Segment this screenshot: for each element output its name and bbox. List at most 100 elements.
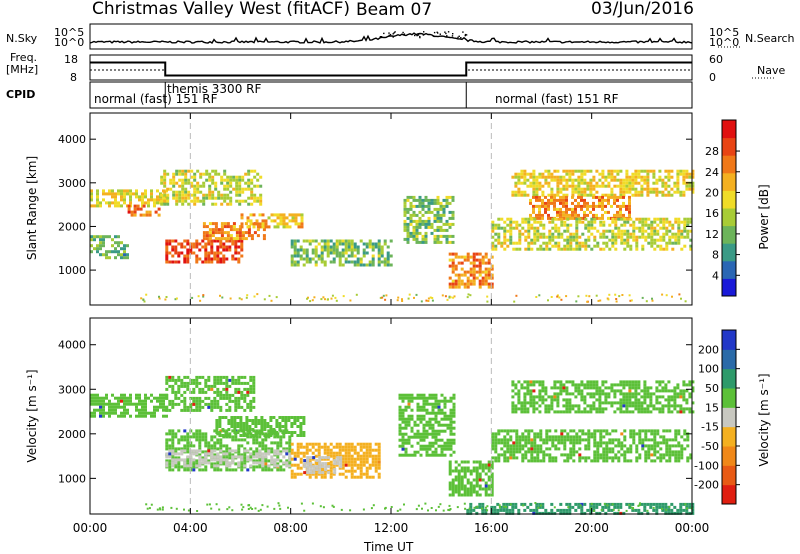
velocity-cell bbox=[457, 478, 461, 482]
power-cell bbox=[305, 251, 309, 255]
power-cell bbox=[551, 238, 555, 242]
velocity-cell bbox=[317, 442, 321, 446]
velocity-cell bbox=[290, 463, 294, 467]
power-cell bbox=[202, 225, 206, 229]
velocity-cell bbox=[251, 422, 255, 425]
velocity-cell bbox=[629, 459, 633, 463]
velocity-cell bbox=[183, 381, 187, 385]
velocity-cell bbox=[554, 459, 558, 463]
power-cell bbox=[688, 172, 692, 176]
velocity-cell bbox=[336, 459, 340, 463]
velocity-cell bbox=[377, 466, 381, 470]
power-cell bbox=[317, 257, 321, 261]
velocity-cell bbox=[228, 447, 232, 451]
velocity-cell bbox=[691, 386, 695, 390]
power-cell bbox=[550, 178, 554, 182]
velocity-cell bbox=[428, 420, 432, 424]
power-cell bbox=[226, 196, 230, 200]
velocity-cell bbox=[431, 402, 435, 406]
power-cell bbox=[487, 282, 491, 286]
power-cell bbox=[590, 247, 594, 251]
power-cell bbox=[219, 245, 223, 249]
velocity-cell bbox=[503, 429, 507, 433]
power-cell bbox=[323, 263, 327, 267]
velocity-cell bbox=[566, 432, 570, 436]
velocity-cell bbox=[547, 404, 551, 408]
velocity-cell bbox=[617, 459, 621, 463]
velocity-cell bbox=[530, 456, 534, 460]
power-cell bbox=[208, 234, 212, 238]
velocity-cell bbox=[622, 398, 626, 402]
power-cell bbox=[599, 220, 603, 224]
power-cell bbox=[159, 195, 162, 199]
velocity-cell bbox=[344, 442, 348, 446]
power-cell bbox=[238, 199, 242, 203]
velocity-cell bbox=[686, 438, 690, 442]
velocity-cell bbox=[673, 398, 677, 402]
power-cell bbox=[403, 237, 407, 241]
velocity-cell bbox=[448, 487, 452, 491]
power-cell bbox=[415, 204, 419, 208]
power-cell bbox=[647, 235, 651, 239]
velocity-cell bbox=[655, 398, 659, 402]
power-cell bbox=[526, 172, 530, 176]
velocity-cell bbox=[365, 451, 369, 455]
power-cell bbox=[234, 248, 238, 252]
velocity-cell bbox=[535, 380, 539, 384]
power-cell bbox=[247, 178, 251, 182]
velocity-cell bbox=[344, 469, 348, 473]
velocity-cell bbox=[356, 475, 360, 479]
velocity-cell bbox=[213, 402, 217, 406]
velocity-cell bbox=[481, 502, 485, 506]
power-cell bbox=[484, 273, 488, 277]
velocity-cell bbox=[243, 456, 247, 460]
power-cell bbox=[165, 242, 169, 246]
velocity-cell bbox=[213, 447, 217, 451]
power-cell bbox=[211, 190, 215, 194]
power-cell bbox=[223, 222, 227, 226]
power-cell bbox=[144, 192, 147, 196]
velocity-cell bbox=[288, 441, 292, 445]
power-cell bbox=[517, 181, 521, 185]
velocity-cell bbox=[490, 484, 494, 488]
power-cell bbox=[341, 239, 345, 243]
noise-search-dot bbox=[394, 31, 396, 33]
power-cell bbox=[539, 223, 543, 227]
power-cell bbox=[302, 248, 306, 252]
velocity-cell bbox=[527, 450, 531, 454]
velocity-cell bbox=[448, 463, 452, 467]
power-cell bbox=[604, 193, 608, 197]
power-cell bbox=[538, 184, 542, 188]
power-cell bbox=[238, 187, 242, 191]
velocity-cell bbox=[478, 487, 482, 491]
velocity-cell bbox=[213, 462, 217, 466]
power-cell bbox=[418, 195, 422, 199]
velocity-cell bbox=[282, 447, 286, 451]
power-cell bbox=[637, 172, 641, 176]
power-cell bbox=[550, 193, 554, 197]
power-cell bbox=[250, 187, 254, 191]
power-cell bbox=[677, 241, 681, 245]
velocity-cell bbox=[526, 410, 530, 414]
velocity-cell bbox=[323, 448, 327, 452]
power-cell bbox=[421, 213, 425, 217]
power-cell bbox=[644, 235, 648, 239]
power-cell bbox=[562, 210, 565, 214]
velocity-cell bbox=[610, 386, 614, 390]
power-cell bbox=[214, 222, 218, 226]
nave-label: Nave bbox=[757, 64, 786, 77]
velocity-cell bbox=[443, 447, 447, 451]
velocity-cell bbox=[575, 432, 579, 436]
velocity-cell bbox=[583, 386, 587, 390]
velocity-cell bbox=[267, 459, 271, 463]
velocity-cell bbox=[512, 456, 516, 460]
velocity-cell bbox=[213, 441, 217, 445]
power-cell bbox=[439, 228, 443, 232]
power-cell bbox=[590, 220, 594, 224]
power-cell bbox=[187, 181, 191, 185]
velocity-cell bbox=[279, 452, 283, 456]
velocity-cell bbox=[596, 456, 600, 460]
power-cell bbox=[267, 225, 271, 229]
velocity-cell bbox=[282, 468, 286, 472]
power-cell bbox=[586, 169, 590, 173]
